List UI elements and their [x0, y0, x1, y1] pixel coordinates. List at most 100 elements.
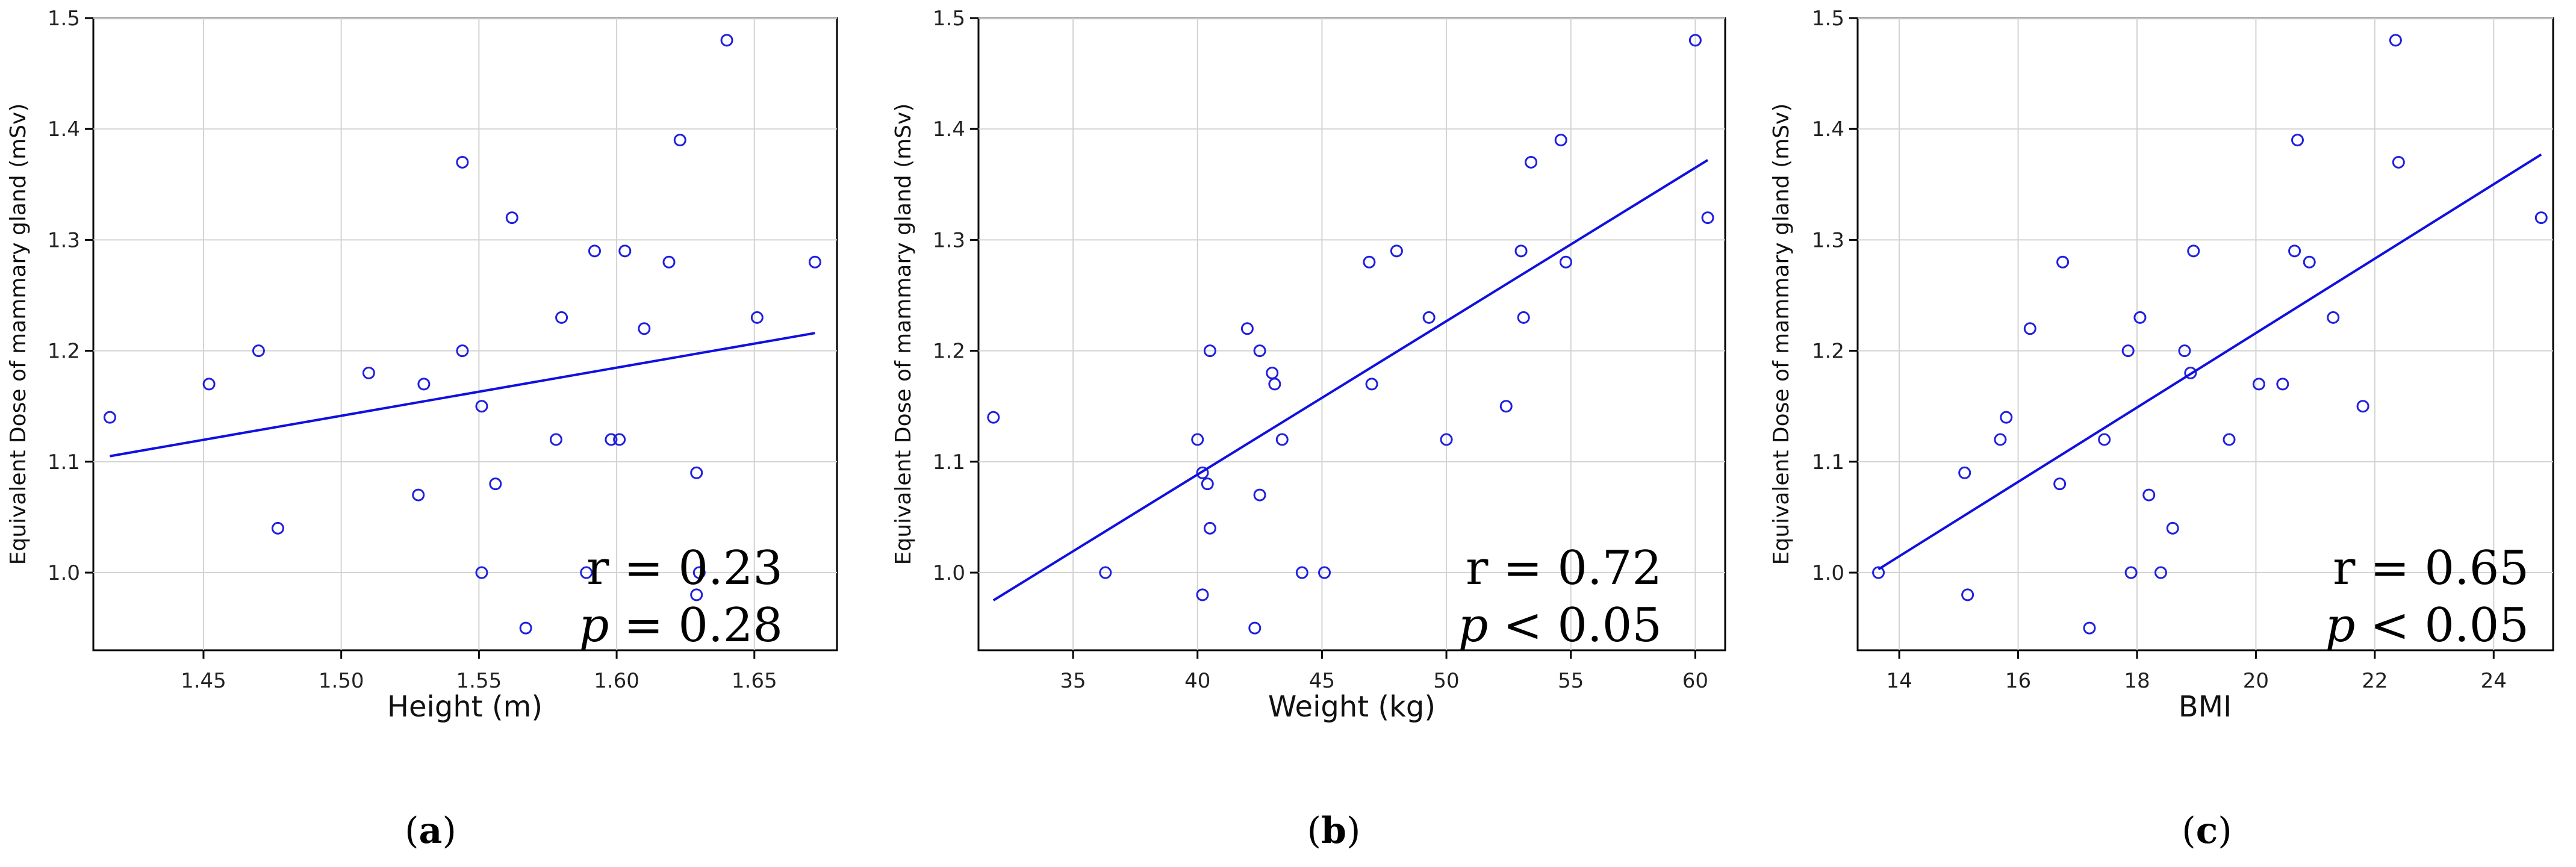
data-point-c	[2053, 477, 2067, 491]
data-point-a	[588, 244, 601, 258]
data-point-a	[580, 566, 593, 579]
x-tick-label-c: 22	[2362, 669, 2388, 693]
y-tick-label-a: 1.3	[48, 228, 80, 252]
data-point-a	[475, 400, 488, 413]
y-tick-label-b: 1.5	[933, 7, 965, 31]
x-axis-label-a: Height (m)	[387, 690, 543, 724]
data-point-c	[2142, 488, 2156, 502]
ticks-c: 14 16 18 20 22 24 1.0 1.1 1.2 1.3 1.4 1.5	[1812, 7, 2507, 693]
data-point-a	[690, 588, 703, 601]
data-point-c	[2291, 134, 2304, 147]
data-point-c	[2187, 244, 2200, 258]
data-point-b	[1554, 134, 1567, 147]
data-point-a	[549, 433, 562, 446]
p-value-c: p < 0.05	[2325, 598, 2529, 653]
data-point-c	[2098, 433, 2111, 446]
data-point-a	[555, 311, 568, 324]
data-point-c	[2023, 322, 2036, 335]
data-point-c	[2184, 366, 2197, 379]
data-point-b	[1440, 433, 1453, 446]
data-point-c	[2252, 378, 2265, 391]
data-point-c	[2389, 34, 2402, 47]
y-tick-label-c: 1.0	[1812, 561, 1844, 585]
data-point-c	[1872, 566, 1885, 579]
p-value-a: p = 0.28	[579, 598, 783, 653]
data-point-c	[2056, 255, 2070, 269]
points-a	[103, 34, 821, 635]
data-point-b	[1201, 477, 1214, 491]
y-tick-label-a: 1.4	[48, 117, 80, 141]
y-tick-label-a: 1.1	[48, 450, 80, 474]
y-tick-label-a: 1.0	[48, 561, 80, 585]
data-point-a	[808, 255, 821, 269]
y-tick-label-c: 1.2	[1812, 340, 1844, 364]
data-point-c	[1994, 433, 2007, 446]
r-value-a: r = 0.23	[586, 541, 783, 595]
p-text-b: < 0.05	[1488, 598, 1662, 653]
data-point-a	[475, 566, 488, 579]
panel-label-b: (b)	[1307, 810, 1361, 852]
x-tick-label-b: 40	[1184, 669, 1210, 693]
points-b	[987, 34, 1714, 635]
data-point-c	[2178, 344, 2191, 358]
data-point-b	[1253, 488, 1266, 502]
grid-y-a	[93, 17, 837, 574]
y-tick-label-c: 1.1	[1812, 450, 1844, 474]
data-point-a	[613, 433, 626, 446]
points-c	[1872, 34, 2548, 635]
data-point-b	[1268, 378, 1281, 391]
data-point-a	[202, 378, 216, 391]
panel-letter-c: c	[2196, 810, 2218, 852]
data-point-a	[456, 155, 469, 169]
fit-line-c	[1878, 153, 2542, 571]
y-tick-label-a: 1.2	[48, 340, 80, 364]
x-tick-label-a: 1.60	[594, 669, 639, 693]
x-tick-label-b: 60	[1682, 669, 1708, 693]
data-point-a	[690, 466, 703, 479]
grid-x-b	[1072, 18, 1696, 650]
y-tick-label-b: 1.0	[933, 561, 965, 585]
data-point-a	[692, 566, 706, 579]
ticks-b: 35 40 45 50 55 60 1.0 1.1 1.2 1.3 1.4 1.5	[933, 7, 1708, 693]
data-point-a	[720, 34, 733, 47]
data-point-a	[673, 134, 686, 147]
data-point-b	[1363, 255, 1376, 269]
panel-b: 35 40 45 50 55 60 1.0 1.1 1.2 1.3 1.4 1.5 Weight (k…	[891, 7, 1726, 852]
data-point-b	[1517, 311, 1530, 324]
data-point-b	[1099, 566, 1112, 579]
data-point-a	[252, 344, 265, 358]
data-point-c	[2166, 521, 2179, 535]
data-point-b	[1191, 433, 1204, 446]
p-symbol-a: p	[579, 598, 609, 653]
data-point-b	[1390, 244, 1403, 258]
data-point-b	[1688, 34, 1702, 47]
data-point-b	[1514, 244, 1528, 258]
data-point-a	[362, 366, 375, 379]
p-text-c: < 0.05	[2355, 598, 2529, 653]
panel-label-c: (c)	[2182, 810, 2232, 852]
data-point-a	[456, 344, 469, 358]
data-point-c	[2356, 400, 2369, 413]
grid-x-a	[202, 18, 755, 650]
data-point-b	[1275, 433, 1289, 446]
x-tick-label-a: 1.45	[181, 669, 226, 693]
panel-c: 14 16 18 20 22 24 1.0 1.1 1.2 1.3 1.4 1.5 BMI Equiv…	[1769, 7, 2554, 852]
data-point-b	[1701, 211, 1714, 225]
x-tick-label-c: 16	[2005, 669, 2031, 693]
data-point-c	[2276, 378, 2289, 391]
y-axis-label-c: Equivalent Dose of mammary gland (mSv)	[1769, 104, 1794, 565]
y-tick-label-a: 1.5	[48, 7, 80, 31]
data-point-b	[1365, 378, 1378, 391]
data-point-b	[1196, 466, 1209, 479]
y-tick-label-c: 1.3	[1812, 228, 1844, 252]
data-point-b	[1422, 311, 1436, 324]
ticks-a: 1.45 1.50 1.55 1.60 1.65 1.0 1.1 1.2 1.3 1.4 1.5	[48, 7, 777, 693]
data-point-b	[1499, 400, 1513, 413]
data-point-c	[2121, 344, 2135, 358]
data-point-a	[618, 244, 632, 258]
data-point-b	[1318, 566, 1331, 579]
data-point-b	[1240, 322, 1254, 335]
data-point-c	[2124, 566, 2138, 579]
data-point-c	[2133, 311, 2147, 324]
y-axis-label-a: Equivalent Dose of mammary gland (mSv)	[6, 104, 31, 565]
